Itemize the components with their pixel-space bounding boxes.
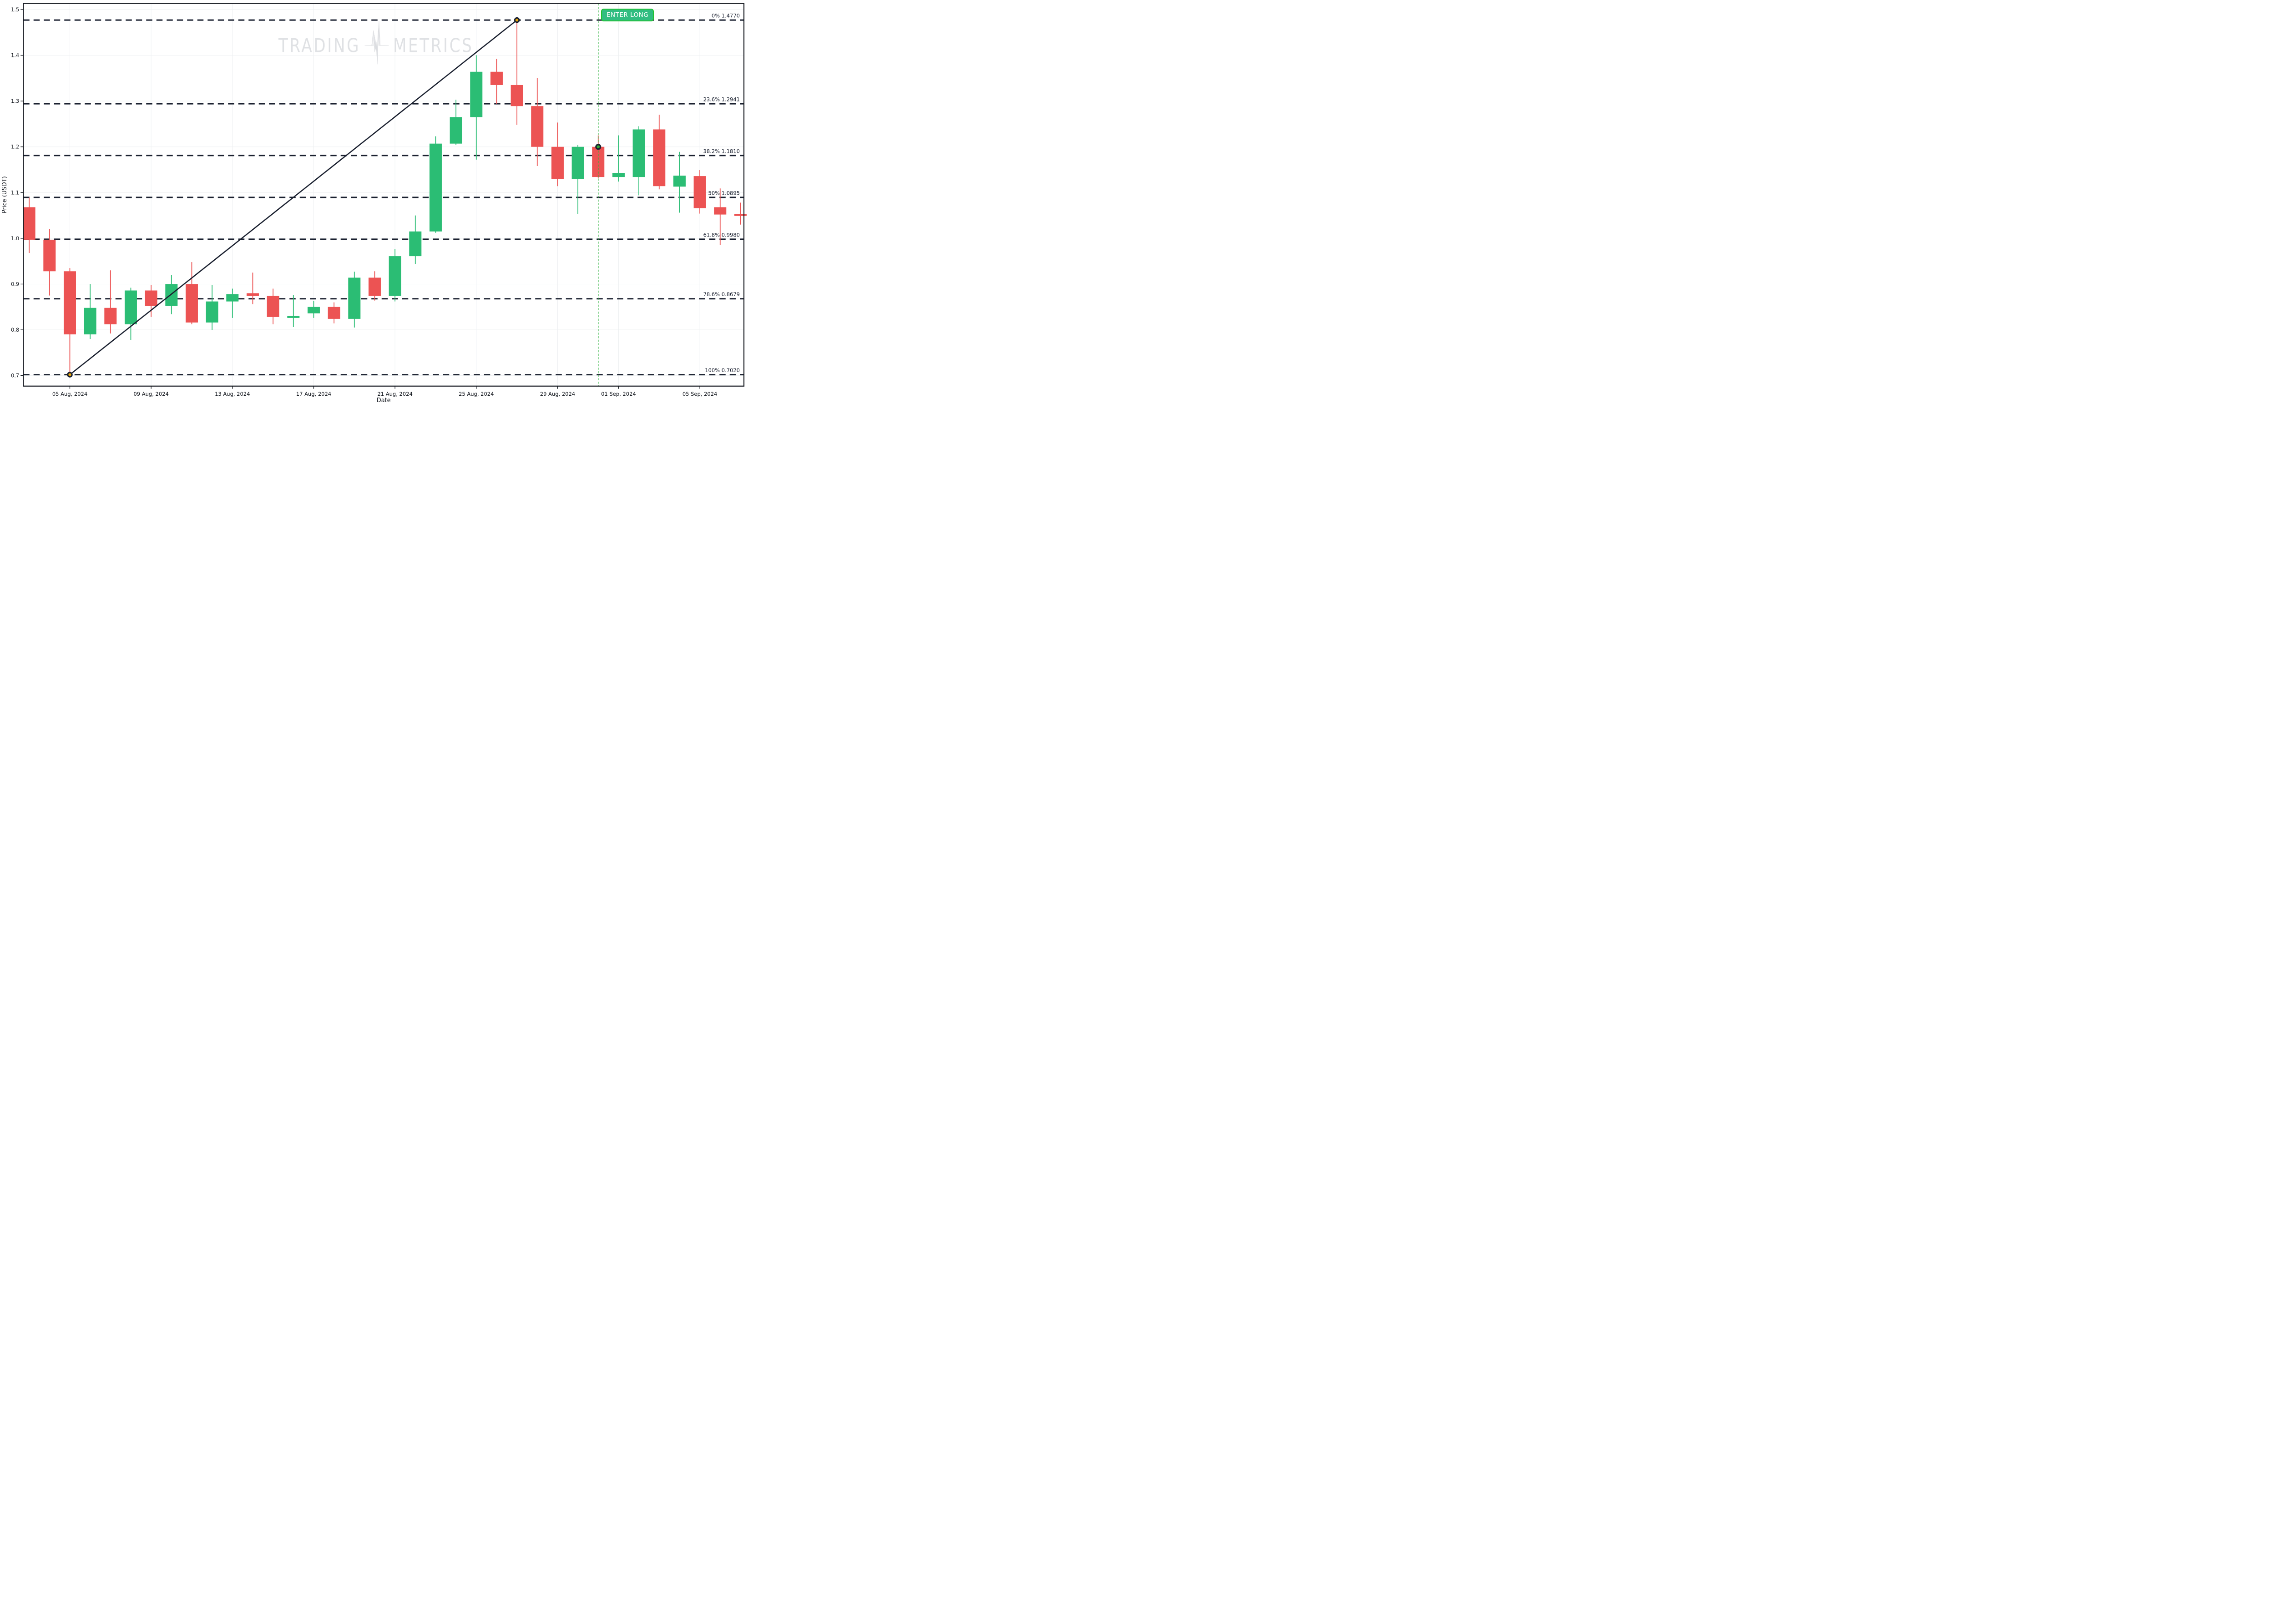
candle-body bbox=[328, 307, 340, 319]
candle-body bbox=[551, 146, 564, 179]
candle-body bbox=[267, 296, 279, 317]
candle-body bbox=[511, 85, 523, 106]
candle-body bbox=[490, 71, 503, 85]
candle-body bbox=[368, 277, 381, 296]
y-tick-label: 1.1 bbox=[11, 189, 19, 196]
y-tick-label: 0.9 bbox=[11, 281, 19, 287]
y-tick-label: 0.7 bbox=[11, 373, 19, 379]
candle-body bbox=[673, 176, 686, 187]
candle-body bbox=[714, 207, 727, 215]
swing-low-marker bbox=[67, 372, 73, 378]
y-tick-label: 0.8 bbox=[11, 327, 19, 333]
candle-body bbox=[84, 308, 96, 335]
x-tick-label: 25 Aug, 2024 bbox=[459, 391, 494, 397]
fib-level-label: 23.6% 1.2941 bbox=[703, 96, 740, 103]
candle-body bbox=[287, 316, 300, 318]
enter-long-badge: ENTER LONG bbox=[601, 9, 654, 21]
candle-body bbox=[653, 129, 666, 187]
y-tick-label: 1.2 bbox=[11, 144, 19, 150]
x-tick-label: 09 Aug, 2024 bbox=[133, 391, 168, 397]
x-tick-label: 17 Aug, 2024 bbox=[296, 391, 331, 397]
chart-canvas: 0% 1.4770 23.6% 1.2941 38.2% 1.1810 50% 1.0… bbox=[1, 3, 747, 404]
fib-level-label: 38.2% 1.1810 bbox=[703, 148, 740, 154]
fib-level-label: 50% 1.0895 bbox=[708, 190, 740, 196]
fib-level-label: 78.6% 0.8679 bbox=[703, 291, 740, 298]
candle-body bbox=[145, 290, 157, 306]
candle-body bbox=[124, 290, 137, 324]
trend-line bbox=[69, 19, 518, 375]
x-axis-title: Date bbox=[377, 397, 391, 404]
x-tick-label: 29 Aug, 2024 bbox=[540, 391, 575, 397]
candle-body bbox=[470, 71, 483, 117]
entry-marker bbox=[595, 144, 602, 150]
x-tick-label: 05 Sep, 2024 bbox=[682, 391, 718, 397]
candle-body bbox=[104, 308, 117, 324]
candle-body bbox=[571, 146, 584, 179]
fib-level-label: 100% 0.7020 bbox=[705, 367, 740, 373]
candle-body bbox=[63, 271, 76, 335]
candlestick-chart: 0% 1.4770 23.6% 1.2941 38.2% 1.1810 50% 1.0… bbox=[0, 0, 748, 406]
candle-body bbox=[23, 207, 35, 240]
candle-body bbox=[450, 117, 462, 144]
candle-body bbox=[43, 239, 56, 272]
x-tick-label: 13 Aug, 2024 bbox=[215, 391, 250, 397]
y-axis-title: Price (USDT) bbox=[1, 176, 8, 213]
candle-body bbox=[612, 173, 625, 177]
candle-body bbox=[307, 307, 320, 313]
x-tick-label: 01 Sep, 2024 bbox=[601, 391, 636, 397]
candle-body bbox=[206, 301, 218, 323]
candle-body bbox=[226, 294, 239, 302]
candle-body bbox=[632, 129, 645, 177]
x-tick-label: 05 Aug, 2024 bbox=[52, 391, 87, 397]
swing-high-marker bbox=[514, 17, 520, 23]
fib-level-label: 0% 1.4770 bbox=[712, 13, 740, 19]
candle-body bbox=[389, 256, 401, 296]
candle-body bbox=[531, 106, 544, 147]
candle-body bbox=[429, 143, 442, 232]
candle-body bbox=[165, 284, 178, 306]
candle-body bbox=[185, 284, 198, 323]
candle-body bbox=[734, 214, 747, 216]
x-tick-label: 21 Aug, 2024 bbox=[377, 391, 412, 397]
candle-body bbox=[246, 293, 259, 296]
fib-level-label: 61.8% 0.9980 bbox=[703, 232, 740, 238]
candle-body bbox=[348, 277, 361, 319]
plot-frame bbox=[23, 3, 745, 387]
y-tick-label: 1.0 bbox=[11, 235, 19, 242]
y-tick-label: 1.3 bbox=[11, 98, 19, 104]
y-tick-label: 1.5 bbox=[11, 6, 19, 13]
candle-body bbox=[409, 231, 422, 257]
y-tick-label: 1.4 bbox=[11, 52, 19, 59]
candle-body bbox=[693, 176, 706, 208]
